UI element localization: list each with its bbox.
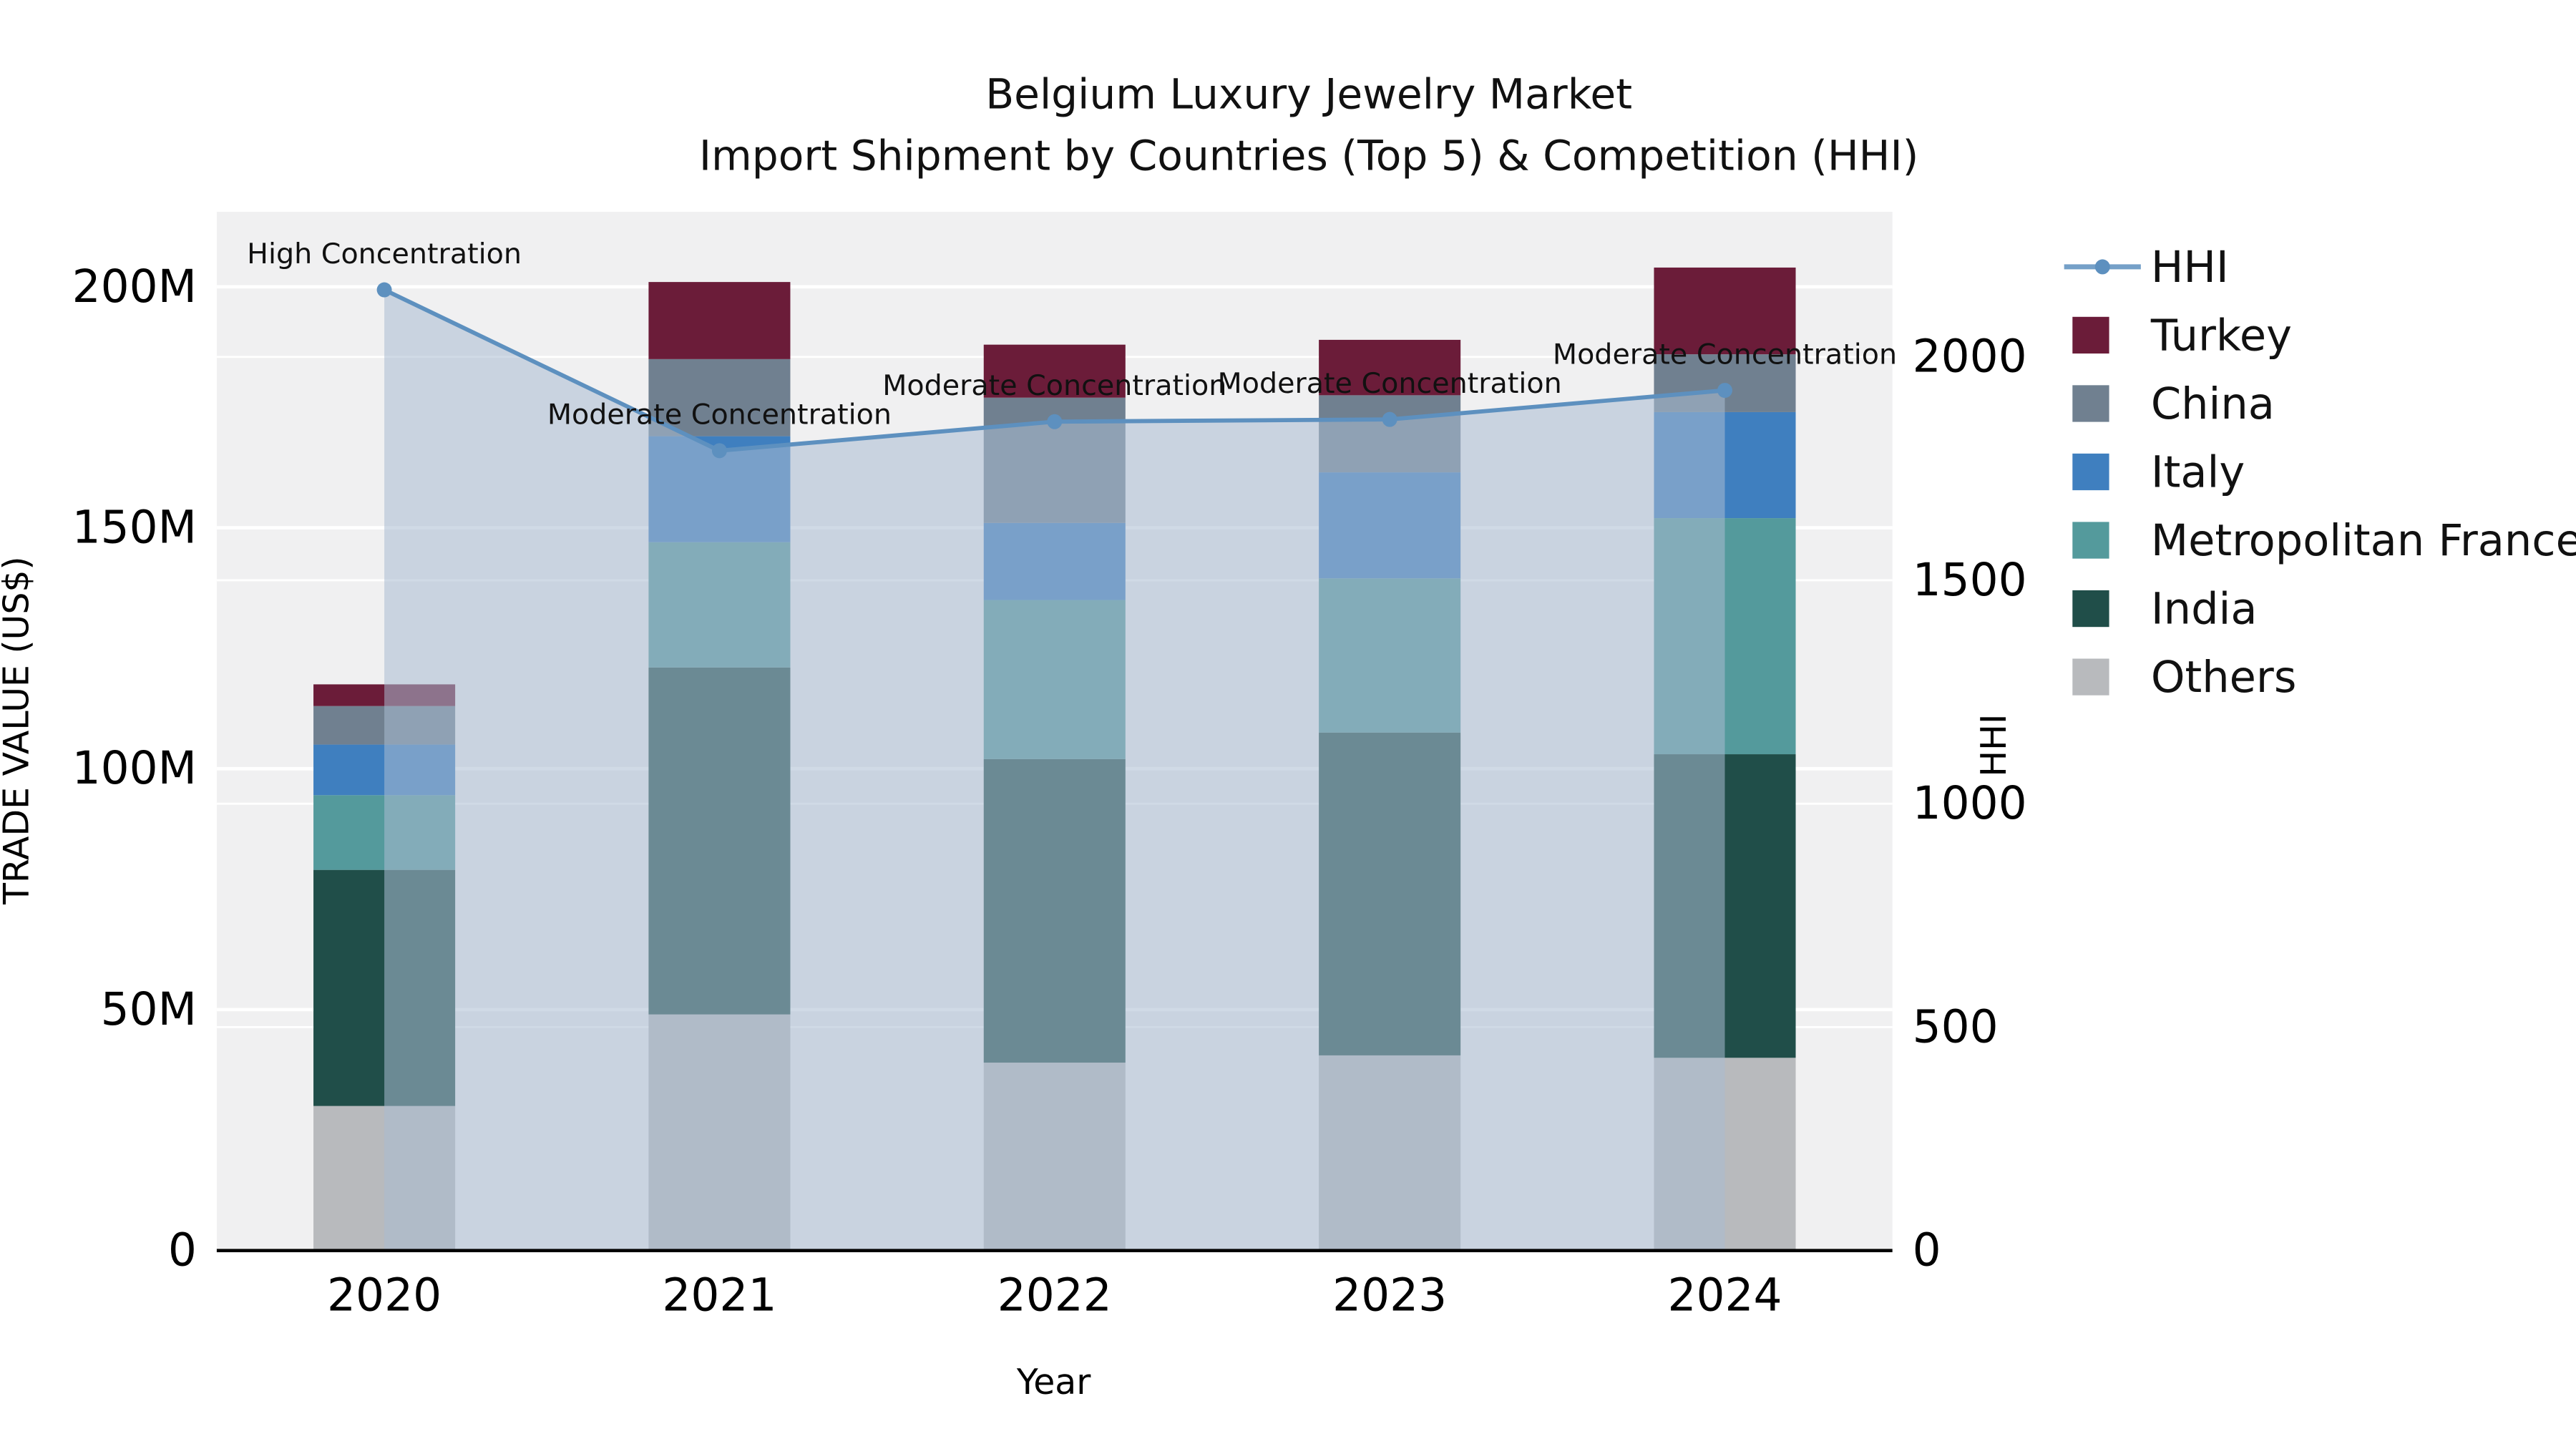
legend-swatch-metropolitan-france xyxy=(2072,522,2109,559)
legend-label-italy: Italy xyxy=(2151,447,2245,497)
annotation-2021: Moderate Concentration xyxy=(547,399,892,431)
y-tick-right-2000: 2000 xyxy=(1913,331,2027,383)
legend-label-hhi: HHI xyxy=(2151,243,2229,293)
bar-segment-turkey-2021 xyxy=(648,282,791,359)
annotation-2023: Moderate Concentration xyxy=(1218,367,1562,400)
y-axis-title-right: HHI xyxy=(1974,714,2014,777)
legend-swatch-india xyxy=(2072,590,2109,628)
legend-label-china: China xyxy=(2151,379,2275,429)
x-tick-2020: 2020 xyxy=(327,1269,441,1322)
hhi-area-fill xyxy=(384,290,1725,1251)
legend-item-india: India xyxy=(2072,585,2257,635)
bar-segment-turkey-2022 xyxy=(983,344,1126,398)
chart-title-line2: Import Shipment by Countries (Top 5) & C… xyxy=(699,132,1919,180)
legend-label-others: Others xyxy=(2151,653,2297,703)
hhi-marker-2023 xyxy=(1382,411,1397,427)
hhi-marker-2024 xyxy=(1717,383,1732,399)
annotation-2022: Moderate Concentration xyxy=(882,369,1226,402)
legend-label-metropolitan-france: Metropolitan France xyxy=(2151,516,2576,566)
legend-item-hhi: HHI xyxy=(2064,243,2229,293)
y-axis-title-left: TRADE VALUE (US$) xyxy=(0,556,37,905)
legend-swatch-others xyxy=(2072,658,2109,696)
y-tick-left-0: 0 xyxy=(168,1224,197,1277)
legend-swatch-china xyxy=(2072,385,2109,422)
bar-segment-china-2021 xyxy=(648,358,791,436)
plot-group: High Concentration Moderate Concentration… xyxy=(72,211,2027,1322)
y-tick-left-200M: 200M xyxy=(72,260,197,313)
y-tick-left-100M: 100M xyxy=(72,742,197,794)
hhi-marker-2021 xyxy=(711,443,727,459)
legend-swatch-italy xyxy=(2072,453,2109,491)
legend: HHI Turkey China Italy Metropolitan France In… xyxy=(2064,243,2576,703)
x-tick-2024: 2024 xyxy=(1667,1269,1782,1322)
legend-swatch-turkey xyxy=(2072,316,2109,354)
y-tick-left-50M: 50M xyxy=(101,983,197,1035)
x-axis-title: Year xyxy=(1016,1362,1091,1402)
hhi-marker-2022 xyxy=(1047,414,1063,429)
bar-segment-turkey-2024 xyxy=(1654,267,1796,355)
bar-segment-turkey-2023 xyxy=(1319,339,1461,396)
legend-item-others: Others xyxy=(2072,653,2296,703)
legend-swatch-hhi-marker-icon xyxy=(2094,259,2110,275)
legend-item-italy: Italy xyxy=(2072,447,2245,497)
legend-item-china: China xyxy=(2072,379,2275,429)
chart-title-line1: Belgium Luxury Jewelry Market xyxy=(985,70,1632,119)
annotation-2020: High Concentration xyxy=(247,238,522,270)
x-tick-2022: 2022 xyxy=(997,1269,1112,1322)
x-tick-2023: 2023 xyxy=(1332,1269,1447,1322)
y-tick-right-0: 0 xyxy=(1913,1224,1941,1277)
legend-item-turkey: Turkey xyxy=(2072,311,2292,361)
legend-item-metropolitan-france: Metropolitan France xyxy=(2072,516,2576,566)
y-tick-right-500: 500 xyxy=(1913,1000,1999,1053)
y-tick-right-1500: 1500 xyxy=(1913,554,2027,606)
x-tick-2021: 2021 xyxy=(662,1269,776,1322)
hhi-marker-2020 xyxy=(376,282,392,298)
y-tick-left-150M: 150M xyxy=(72,502,197,554)
legend-label-india: India xyxy=(2151,585,2258,635)
y-tick-right-1000: 1000 xyxy=(1913,777,2027,829)
annotation-2024: Moderate Concentration xyxy=(1553,338,1897,371)
legend-label-turkey: Turkey xyxy=(2150,311,2292,361)
